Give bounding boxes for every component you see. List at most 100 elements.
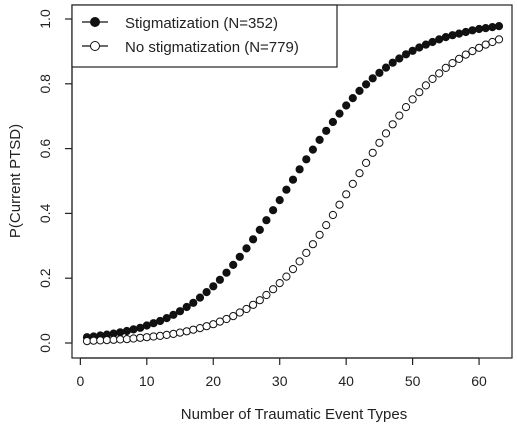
point-stigmatization [381, 63, 391, 72]
point-no-stigmatization [401, 103, 411, 112]
point-stigmatization [322, 126, 331, 135]
point-no-stigmatization [262, 290, 271, 300]
point-stigmatization [328, 117, 337, 127]
point-stigmatization [262, 216, 271, 225]
legend-marker-no-stigmatization [90, 41, 100, 51]
point-no-stigmatization [242, 304, 251, 314]
point-no-stigmatization [381, 129, 391, 138]
y-tick-label: 1.0 [37, 9, 53, 29]
point-no-stigmatization [435, 69, 444, 78]
legend-label-no-stigmatization: No stigmatization (N=779) [125, 39, 299, 56]
point-no-stigmatization [122, 335, 132, 344]
point-no-stigmatization [189, 325, 198, 334]
point-stigmatization [156, 316, 165, 326]
y-axis: 0.0 0.2 0.4 0.6 0.8 1.0 [37, 9, 73, 353]
x-tick-label: 40 [338, 373, 354, 389]
point-stigmatization [355, 86, 364, 96]
point-stigmatization [295, 165, 304, 174]
point-no-stigmatization [288, 265, 298, 274]
point-stigmatization [169, 310, 178, 319]
point-no-stigmatization [348, 179, 357, 188]
point-no-stigmatization [395, 111, 404, 120]
point-no-stigmatization [308, 240, 317, 249]
legend-marker-stigmatization [90, 17, 100, 27]
point-no-stigmatization [408, 95, 417, 104]
point-stigmatization [142, 321, 151, 330]
point-stigmatization [308, 145, 317, 154]
point-stigmatization [162, 314, 171, 323]
point-no-stigmatization [455, 54, 464, 64]
point-no-stigmatization [162, 330, 171, 339]
point-no-stigmatization [448, 59, 457, 68]
point-no-stigmatization [302, 248, 311, 257]
point-no-stigmatization [368, 148, 377, 157]
point-stigmatization [195, 293, 205, 302]
x-axis-label: Number of Traumatic Event Types [181, 406, 408, 423]
point-stigmatization [315, 135, 324, 144]
point-no-stigmatization [315, 230, 324, 239]
point-stigmatization [129, 325, 138, 334]
point-no-stigmatization [335, 200, 344, 209]
point-stigmatization [189, 298, 198, 307]
point-no-stigmatization [149, 332, 158, 341]
point-no-stigmatization [428, 74, 437, 84]
x-axis: 0 10 20 30 40 50 60 [76, 357, 487, 389]
point-stigmatization [368, 74, 377, 83]
point-stigmatization [375, 68, 384, 77]
y-tick-label: 0.2 [37, 268, 53, 288]
point-no-stigmatization [481, 40, 490, 49]
point-stigmatization [494, 22, 504, 31]
x-tick-label: 50 [405, 373, 421, 389]
legend-label-stigmatization: Stigmatization (N=352) [125, 15, 278, 32]
point-stigmatization [348, 94, 357, 103]
point-stigmatization [455, 29, 464, 38]
point-stigmatization [275, 196, 284, 205]
point-stigmatization [395, 54, 404, 63]
x-tick-label: 10 [139, 373, 155, 389]
point-stigmatization [488, 23, 497, 32]
point-no-stigmatization [129, 334, 138, 343]
point-stigmatization [269, 206, 278, 215]
point-stigmatization [235, 252, 244, 261]
point-stigmatization [229, 260, 238, 269]
point-no-stigmatization [475, 43, 484, 52]
point-stigmatization [468, 26, 477, 35]
point-no-stigmatization [494, 35, 504, 44]
point-stigmatization [255, 225, 264, 234]
point-no-stigmatization [421, 81, 430, 90]
point-stigmatization [175, 307, 185, 316]
point-stigmatization [441, 33, 450, 42]
point-no-stigmatization [142, 333, 151, 342]
point-no-stigmatization [195, 324, 205, 333]
point-stigmatization [122, 326, 132, 336]
point-stigmatization [222, 268, 231, 277]
point-no-stigmatization [175, 328, 185, 337]
point-no-stigmatization [295, 257, 304, 266]
point-no-stigmatization [355, 169, 364, 178]
x-tick-label: 20 [205, 373, 221, 389]
point-no-stigmatization [89, 336, 98, 345]
point-no-stigmatization [322, 221, 331, 230]
point-no-stigmatization [255, 296, 264, 305]
legend-box [71, 4, 338, 68]
point-stigmatization [481, 24, 490, 33]
point-no-stigmatization [441, 63, 450, 73]
point-no-stigmatization [249, 300, 258, 309]
point-no-stigmatization [156, 331, 165, 340]
x-tick-label: 60 [471, 373, 487, 389]
point-no-stigmatization [328, 210, 337, 220]
point-stigmatization [202, 288, 211, 297]
point-stigmatization [415, 43, 424, 52]
x-tick-label: 30 [272, 373, 288, 389]
point-no-stigmatization [275, 279, 284, 288]
y-tick-label: 0.6 [37, 139, 53, 159]
point-stigmatization [215, 275, 224, 284]
y-tick-label: 0.8 [37, 74, 53, 94]
point-no-stigmatization [362, 158, 371, 167]
point-stigmatization [242, 244, 251, 253]
point-stigmatization [182, 302, 191, 312]
point-stigmatization [448, 31, 457, 40]
point-stigmatization [282, 185, 291, 194]
point-no-stigmatization [388, 120, 397, 129]
